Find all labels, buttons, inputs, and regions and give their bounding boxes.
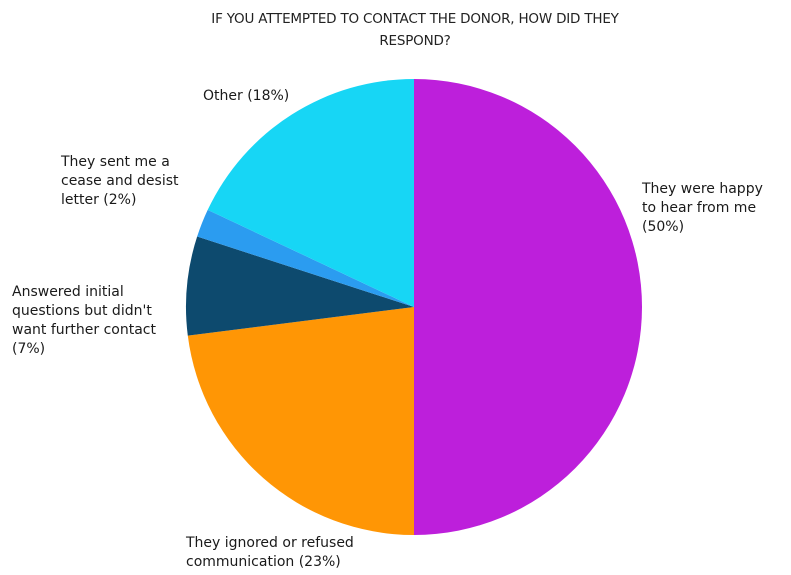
label-line: to hear from me [642, 200, 756, 216]
slice-happy-label: They were happy to hear from me (50%) [641, 181, 763, 235]
label-line: want further contact [12, 322, 156, 338]
slice-cease-desist-label: They sent me a cease and desist letter (2%… [60, 154, 179, 208]
label-line: They ignored or refused [185, 535, 354, 551]
slice-other [207, 79, 414, 307]
label-line: (7%) [12, 341, 45, 357]
label-line: letter (2%) [61, 192, 136, 208]
slice-other-label: Other (18%) [203, 88, 289, 104]
slice-answered-label: Answered initial questions but didn't want… [12, 284, 156, 357]
label-line: Other (18%) [203, 88, 289, 104]
slice-ignored-label: They ignored or refused communication (23… [185, 535, 354, 570]
label-line: (50%) [642, 219, 684, 235]
slice-ignored [187, 307, 414, 535]
slice-happy [414, 79, 642, 535]
slice-cease-desist [197, 209, 414, 307]
label-line: They sent me a [60, 154, 170, 170]
label-line: They were happy [641, 181, 763, 197]
slice-answered [186, 236, 414, 336]
label-line: communication (23%) [186, 554, 341, 570]
chart-title: IF YOU ATTEMPTED TO CONTACT THE DONOR, H… [211, 11, 619, 49]
label-line: questions but didn't [12, 303, 152, 319]
label-line: cease and desist [61, 173, 179, 189]
label-line: Answered initial [12, 284, 124, 300]
